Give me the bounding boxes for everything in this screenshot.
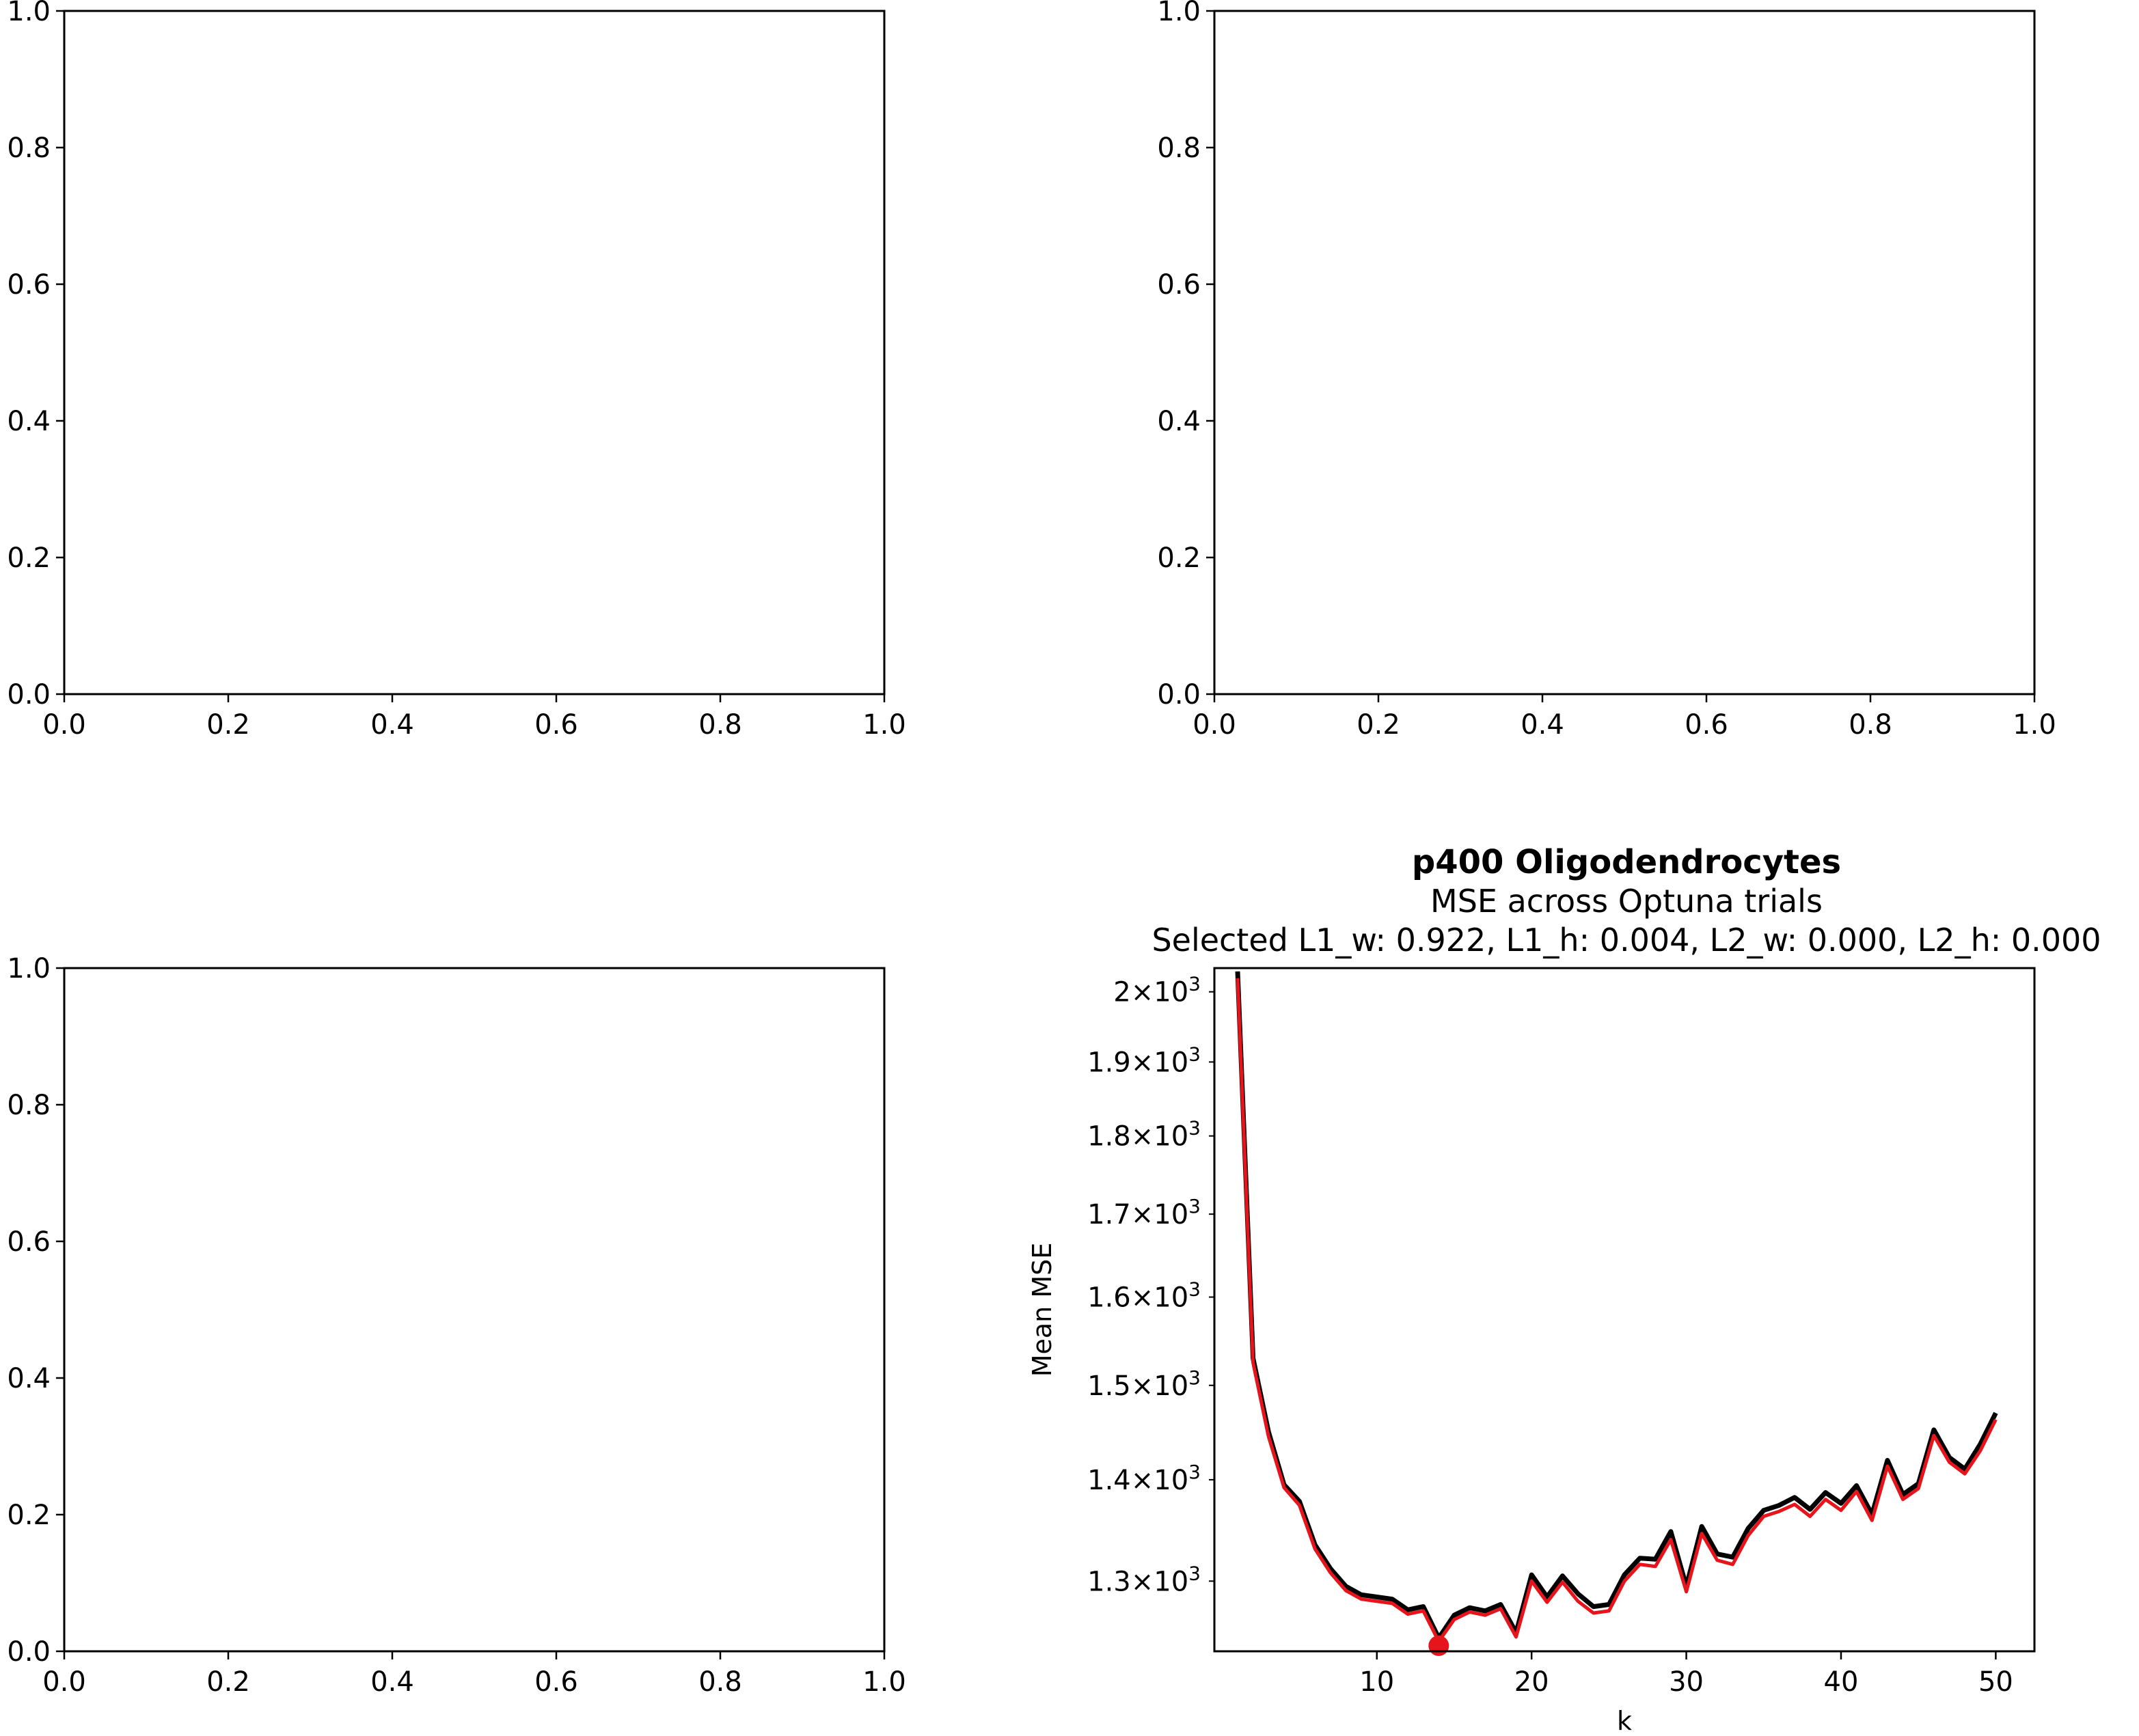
x-tick-label: 50: [1978, 1666, 2013, 1698]
x-axis-label: k: [1617, 1706, 1632, 1736]
mse-chart-panel: p400 Oligodendrocytes MSE across Optuna …: [1027, 843, 2101, 1736]
y-tick-label: 0.8: [7, 133, 51, 164]
chart-selected-params: Selected L1_w: 0.922, L1_h: 0.004, L2_w:…: [1152, 922, 2101, 959]
x-tick-label: 0.4: [1521, 709, 1564, 741]
y-tick-label: 0.6: [7, 1226, 51, 1258]
x-tick-label: 0.8: [1849, 709, 1892, 741]
y-tick-label: 1.4×103: [1087, 1461, 1201, 1496]
x-tick-label: 0.6: [534, 709, 578, 741]
y-tick-label: 0.0: [7, 679, 51, 711]
y-tick-label: 0.2: [7, 1500, 51, 1531]
y-tick-label: 2×103: [1113, 973, 1201, 1008]
x-tick-label: 0.6: [1685, 709, 1728, 741]
x-tick-label: 10: [1359, 1666, 1394, 1698]
plot-frame: [63, 967, 886, 1653]
chart-title: p400 Oligodendrocytes: [1412, 843, 1841, 881]
x-tick-label: 0.2: [206, 709, 250, 741]
x-tick-label: 40: [1824, 1666, 1859, 1698]
y-tick-label: 1.8×103: [1087, 1117, 1201, 1153]
x-tick-label: 1.0: [862, 709, 906, 741]
y-tick-label: 1.0: [7, 953, 51, 984]
plot-frame: [63, 10, 886, 695]
y-tick-label: 0.2: [7, 542, 51, 574]
plot-frame: [1213, 10, 2036, 695]
y-tick-label: 1.9×103: [1087, 1043, 1201, 1078]
y-tick-label: 0.4: [7, 1363, 51, 1394]
y-tick-label: 1.7×103: [1087, 1195, 1201, 1230]
y-tick-label: 0.4: [7, 406, 51, 437]
y-tick-label: 0.0: [1157, 679, 1201, 711]
y-tick-label: 0.8: [7, 1090, 51, 1121]
y-axis-label: Mean MSE: [1027, 1243, 1057, 1377]
x-tick-label: 0.8: [698, 1666, 742, 1698]
selected-k-marker: [1428, 1635, 1449, 1656]
x-tick-label: 0.2: [206, 1666, 250, 1698]
y-tick-label: 0.6: [7, 269, 51, 301]
x-tick-label: 0.4: [370, 709, 414, 741]
y-tick-label: 0.2: [1157, 542, 1201, 574]
y-tick-label: 1.0: [7, 0, 51, 27]
y-tick-label: 1.3×103: [1087, 1562, 1201, 1597]
y-tick-label: 0.8: [1157, 133, 1201, 164]
x-tick-label: 1.0: [2013, 709, 2056, 741]
axis-ticks: 10 20 30 40 50 1.3×103 1.4×103 1.5×103 1.6×103 1.…: [1087, 973, 2013, 1698]
series-line-1: [1235, 971, 1998, 1641]
x-tick-label: 0.0: [1193, 709, 1236, 741]
series-lines: [1235, 971, 1998, 1656]
series-line-2: [1236, 978, 1998, 1643]
x-tick-label: 0.0: [42, 709, 86, 741]
x-tick-label: 20: [1514, 1666, 1549, 1698]
x-tick-label: 0.6: [534, 1666, 578, 1698]
x-tick-label: 0.8: [698, 709, 742, 741]
x-tick-label: 1.0: [862, 1666, 906, 1698]
x-tick-label: 0.2: [1357, 709, 1400, 741]
empty-axes-bottom-left: 0.0 0.2 0.4 0.6 0.8 1.0 0.0 0.2 0.4 0.6 0.8 1.0: [7, 953, 905, 1698]
y-tick-label: 0.4: [1157, 406, 1201, 437]
x-tick-label: 0.4: [370, 1666, 414, 1698]
y-tick-label: 1.0: [1157, 0, 1201, 27]
chart-subtitle: MSE across Optuna trials: [1430, 883, 1823, 920]
y-tick-label: 1.5×103: [1087, 1366, 1201, 1402]
y-tick-label: 1.6×103: [1087, 1278, 1201, 1314]
x-tick-label: 0.0: [42, 1666, 86, 1698]
empty-axes-top-left: 0.0 0.2 0.4 0.6 0.8 1.0 0.0 0.2 0.4 0.6 0.8 1.0: [7, 0, 905, 741]
y-tick-label: 0.6: [1157, 269, 1201, 301]
empty-axes-top-right: 0.0 0.2 0.4 0.6 0.8 1.0 0.0 0.2 0.4 0.6 0.8 1.0: [1157, 0, 2056, 741]
x-tick-label: 30: [1669, 1666, 1704, 1698]
plot-frame: [1213, 967, 2036, 1653]
y-tick-label: 0.0: [7, 1636, 51, 1668]
